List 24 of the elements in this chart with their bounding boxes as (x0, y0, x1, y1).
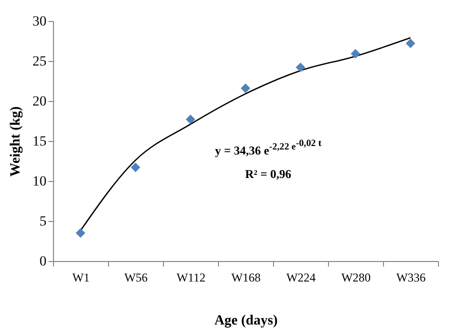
y-tick-label: 20 (32, 94, 46, 110)
y-tick-label: 10 (32, 174, 46, 190)
x-tick-label: W224 (286, 270, 316, 284)
y-tick-label: 15 (32, 134, 46, 150)
point (130, 162, 140, 172)
x-tick-label: W56 (124, 270, 148, 284)
y-axis-title: Weight (kg) (8, 106, 24, 177)
point (76, 228, 86, 238)
y-tick-label: 5 (40, 214, 46, 230)
x-axis-title: Age (days) (214, 314, 278, 328)
y-tick-label: 0 (40, 254, 46, 270)
y-tick-label: 30 (32, 14, 46, 30)
x-tick-label: W1 (72, 270, 90, 284)
x-tick-label: W112 (176, 270, 206, 284)
x-tick-label: W280 (341, 270, 371, 284)
y-tick-label: 25 (32, 54, 46, 70)
point (406, 38, 416, 48)
x-tick-label: W168 (231, 270, 261, 284)
point (240, 83, 250, 93)
x-tick-label: W336 (396, 270, 426, 284)
point (350, 49, 360, 59)
point (186, 114, 196, 124)
annotation: R² = 0,96 (244, 166, 292, 182)
point (296, 62, 306, 72)
